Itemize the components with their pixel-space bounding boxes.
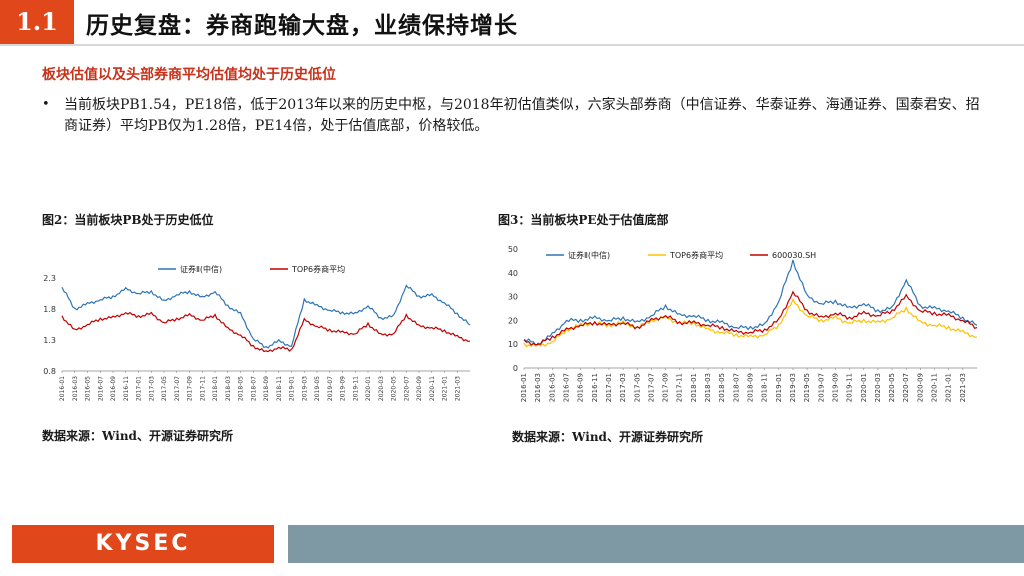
x-tick-label: 2017-03 — [619, 373, 627, 402]
y-tick-label: 50 — [508, 245, 518, 254]
footer-bar — [288, 525, 1024, 563]
series-line-1 — [523, 298, 978, 348]
x-tick-label: 2016-03 — [534, 373, 542, 402]
x-tick-label: 2020-01 — [365, 376, 372, 401]
x-tick-label: 2016-01 — [59, 376, 66, 401]
subheading: 板块估值以及头部券商平均估值均处于历史低位 — [42, 67, 336, 83]
x-tick-label: 2019-01 — [775, 373, 783, 402]
figure-3-source: 数据来源：Wind、开源证券研究所 — [512, 430, 703, 444]
x-tick-label: 2020-09 — [416, 376, 423, 401]
x-tick-label: 2020-11 — [931, 373, 939, 402]
legend-label: TOP6券商平均 — [291, 264, 345, 274]
series-line-1 — [61, 311, 471, 353]
x-tick-label: 2017-01 — [605, 373, 613, 402]
x-tick-label: 2018-11 — [276, 376, 283, 401]
x-tick-label: 2019-03 — [789, 373, 797, 402]
x-tick-label: 2018-03 — [225, 376, 232, 401]
x-tick-label: 2019-07 — [327, 376, 334, 401]
y-tick-label: 20 — [508, 316, 518, 325]
x-tick-label: 2021-03 — [454, 376, 461, 401]
legend-label: TOP6券商平均 — [669, 250, 723, 260]
x-tick-label: 2019-05 — [314, 376, 321, 401]
x-tick-label: 2018-01 — [690, 373, 698, 402]
x-tick-label: 2016-01 — [520, 373, 528, 402]
x-tick-label: 2017-05 — [161, 376, 168, 401]
x-tick-label: 2016-05 — [548, 373, 556, 402]
bullet-point-icon: • — [42, 97, 50, 112]
y-tick-label: 2.3 — [43, 274, 56, 283]
series-line-0 — [523, 259, 978, 347]
footer-logo-bar — [12, 525, 274, 563]
y-tick-label: 1.3 — [43, 336, 56, 345]
x-tick-label: 2018-07 — [732, 373, 740, 402]
y-tick-label: 0 — [513, 364, 518, 373]
y-tick-label: 40 — [508, 269, 518, 278]
x-tick-label: 2020-07 — [902, 373, 910, 402]
x-tick-label: 2020-03 — [378, 376, 385, 401]
x-tick-label: 2018-09 — [747, 373, 755, 402]
pe-line-chart: 0 10 20 30 40 50 2016-01 2016-03 2016-05 2016-07 2… — [508, 245, 978, 402]
x-tick-label: 2021-01 — [442, 376, 449, 401]
kysec-logo: KYSEC — [95, 531, 191, 556]
legend-label: 证券Ⅱ(中信) — [180, 264, 222, 274]
x-tick-label: 2017-09 — [187, 376, 194, 401]
series-line-2 — [523, 290, 978, 346]
x-tick-label: 2019-03 — [301, 376, 308, 401]
x-tick-label: 2019-01 — [289, 376, 296, 401]
x-tick-label: 2017-01 — [136, 376, 143, 401]
x-tick-label: 2019-11 — [846, 373, 854, 402]
x-tick-label: 2016-03 — [72, 376, 79, 401]
section-number-badge: 1.1 — [0, 0, 74, 44]
x-tick-label: 2020-09 — [916, 373, 924, 402]
x-tick-label: 2018-11 — [761, 373, 769, 402]
series-line-0 — [61, 284, 471, 349]
x-tick-label: 2017-05 — [633, 373, 641, 402]
slide-title: 历史复盘：券商跑输大盘，业绩保持增长 — [86, 12, 518, 39]
x-tick-label: 2016-07 — [97, 376, 104, 401]
y-tick-label: 0.8 — [43, 367, 56, 376]
x-tick-label: 2016-09 — [110, 376, 117, 401]
x-tick-label: 2017-03 — [148, 376, 155, 401]
title-divider — [0, 44, 1024, 46]
x-tick-label: 2016-09 — [577, 373, 585, 402]
x-tick-label: 2017-11 — [199, 376, 206, 401]
x-tick-label: 2018-09 — [263, 376, 270, 401]
x-tick-label: 2019-09 — [340, 376, 347, 401]
x-tick-label: 2017-07 — [174, 376, 181, 401]
y-tick-label: 30 — [508, 293, 518, 302]
x-tick-label: 2019-09 — [831, 373, 839, 402]
x-tick-label: 2017-11 — [676, 373, 684, 402]
x-tick-label: 2016-07 — [562, 373, 570, 402]
x-tick-label: 2018-05 — [718, 373, 726, 402]
x-tick-label: 2019-11 — [352, 376, 359, 401]
x-tick-label: 2020-03 — [874, 373, 882, 402]
x-tick-label: 2019-05 — [803, 373, 811, 402]
y-tick-label: 1.8 — [43, 305, 56, 314]
pb-line-chart: 0.8 1.3 1.8 2.3 2016-01 2016-03 2016-05 2016-07… — [43, 264, 471, 401]
x-tick-label: 2020-01 — [860, 373, 868, 402]
x-tick-label: 2016-05 — [85, 376, 92, 401]
y-tick-label: 10 — [508, 340, 518, 349]
x-tick-label: 2016-11 — [123, 376, 130, 401]
legend-label: 600030.SH — [772, 251, 816, 260]
figure-2-title: 图2：当前板块PB处于历史低位 — [42, 213, 214, 227]
x-tick-label: 2017-07 — [647, 373, 655, 402]
x-tick-label: 2017-09 — [662, 373, 670, 402]
legend-label: 证券Ⅱ(中信) — [568, 250, 610, 260]
x-tick-label: 2018-01 — [212, 376, 219, 401]
x-tick-label: 2020-05 — [888, 373, 896, 402]
x-tick-label: 2018-05 — [238, 376, 245, 401]
bullet-text: 当前板块PB1.54，PE18倍，低于2013年以来的历史中枢，与2018年初估… — [64, 97, 980, 134]
x-tick-label: 2019-07 — [817, 373, 825, 402]
x-tick-label: 2018-03 — [704, 373, 712, 402]
x-tick-label: 2021-01 — [945, 373, 953, 402]
x-tick-label: 2021-03 — [959, 373, 967, 402]
x-tick-label: 2018-07 — [250, 376, 257, 401]
figure-3-title: 图3：当前板块PE处于估值底部 — [498, 213, 669, 227]
figure-2-source: 数据来源：Wind、开源证券研究所 — [42, 429, 233, 443]
x-tick-label: 2020-11 — [429, 376, 436, 401]
x-tick-label: 2020-05 — [391, 376, 398, 401]
x-tick-label: 2020-07 — [403, 376, 410, 401]
x-tick-label: 2016-11 — [591, 373, 599, 402]
